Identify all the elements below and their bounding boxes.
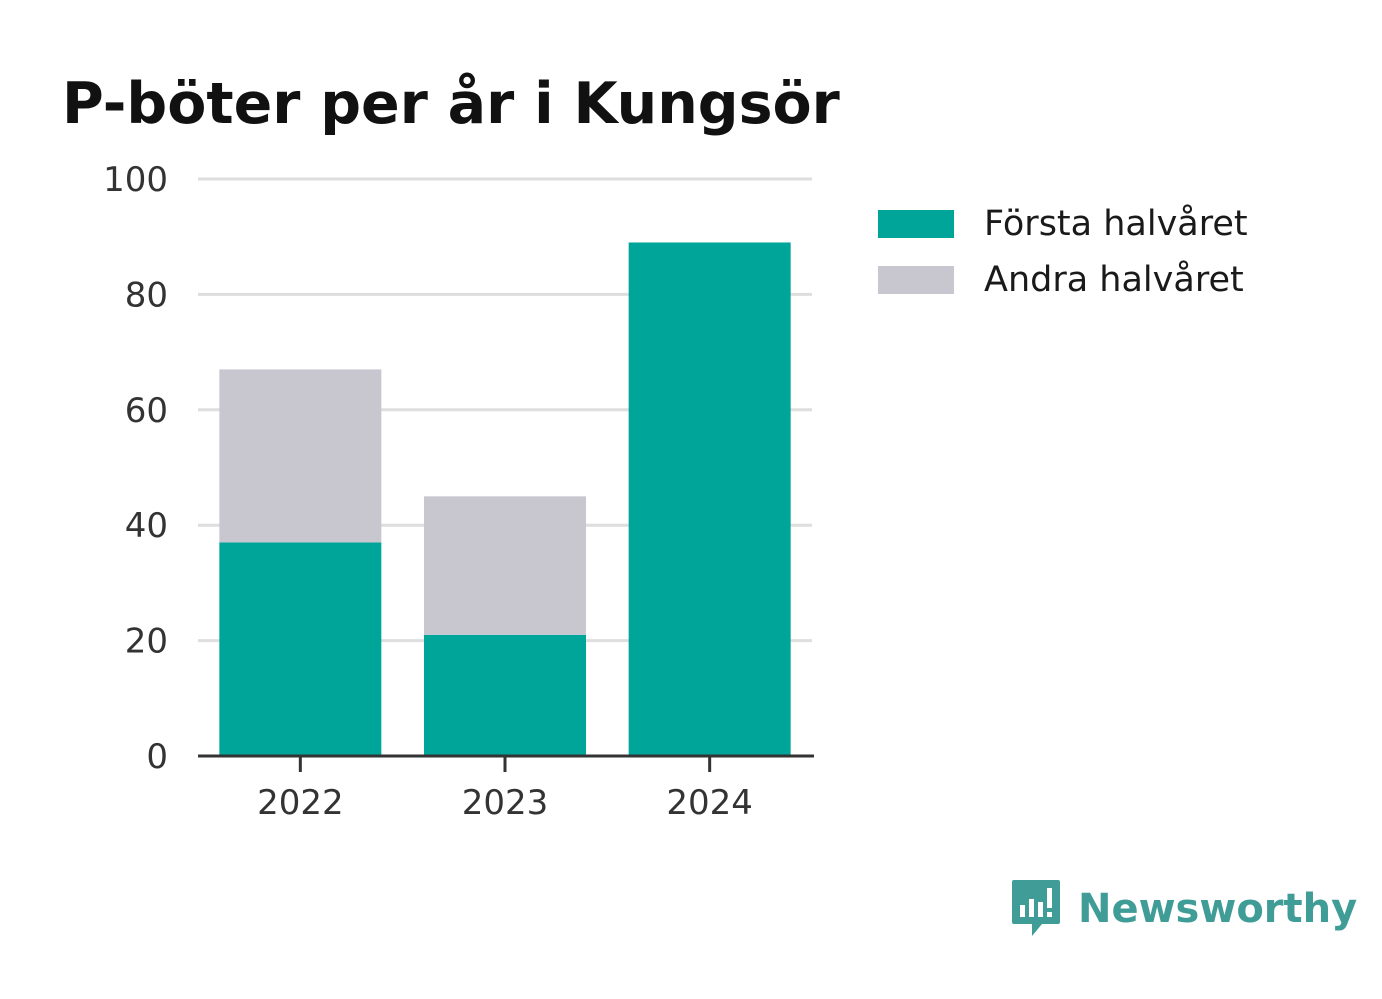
chart-title: P-böter per år i Kungsör <box>62 71 840 137</box>
legend-label-andra-halvaret: Andra halvåret <box>984 260 1244 300</box>
y-tick-label-0: 0 <box>146 737 168 777</box>
x-tick-label-2023: 2023 <box>462 783 549 823</box>
y-tick-label-40: 40 <box>125 506 168 546</box>
bar-chart-speech-bubble-icon <box>1012 880 1060 936</box>
y-tick-label-80: 80 <box>125 275 168 315</box>
bar-2022-series-1 <box>219 542 382 756</box>
legend-swatch-andra-halvaret <box>878 266 954 294</box>
axes <box>198 754 814 772</box>
bar-2024-series-1 <box>628 242 791 757</box>
legend-item-andra-halvaret: Andra halvåret <box>878 252 1248 308</box>
brand-name: Newsworthy <box>1078 886 1358 932</box>
legend: Första halvåret Andra halvåret <box>878 196 1248 308</box>
y-tick-label-20: 20 <box>125 622 168 662</box>
bars <box>219 242 791 757</box>
y-tick-label-60: 60 <box>125 391 168 431</box>
bar-2023-series-2 <box>424 496 586 635</box>
x-tick-label-2022: 2022 <box>257 783 344 823</box>
tick-labels: 0 20 40 60 80 100 2022 2023 2024 <box>103 160 753 823</box>
brand-logo: Newsworthy <box>1010 878 1357 940</box>
legend-swatch-forsta-halvaret <box>878 210 954 238</box>
x-tick-label-2024: 2024 <box>666 783 753 823</box>
bar-2022-series-2 <box>219 369 382 543</box>
y-tick-label-100: 100 <box>103 160 168 200</box>
bar-2023-series-1 <box>424 634 586 756</box>
legend-item-forsta-halvaret: Första halvåret <box>878 196 1248 252</box>
legend-label-forsta-halvaret: Första halvåret <box>984 204 1248 244</box>
